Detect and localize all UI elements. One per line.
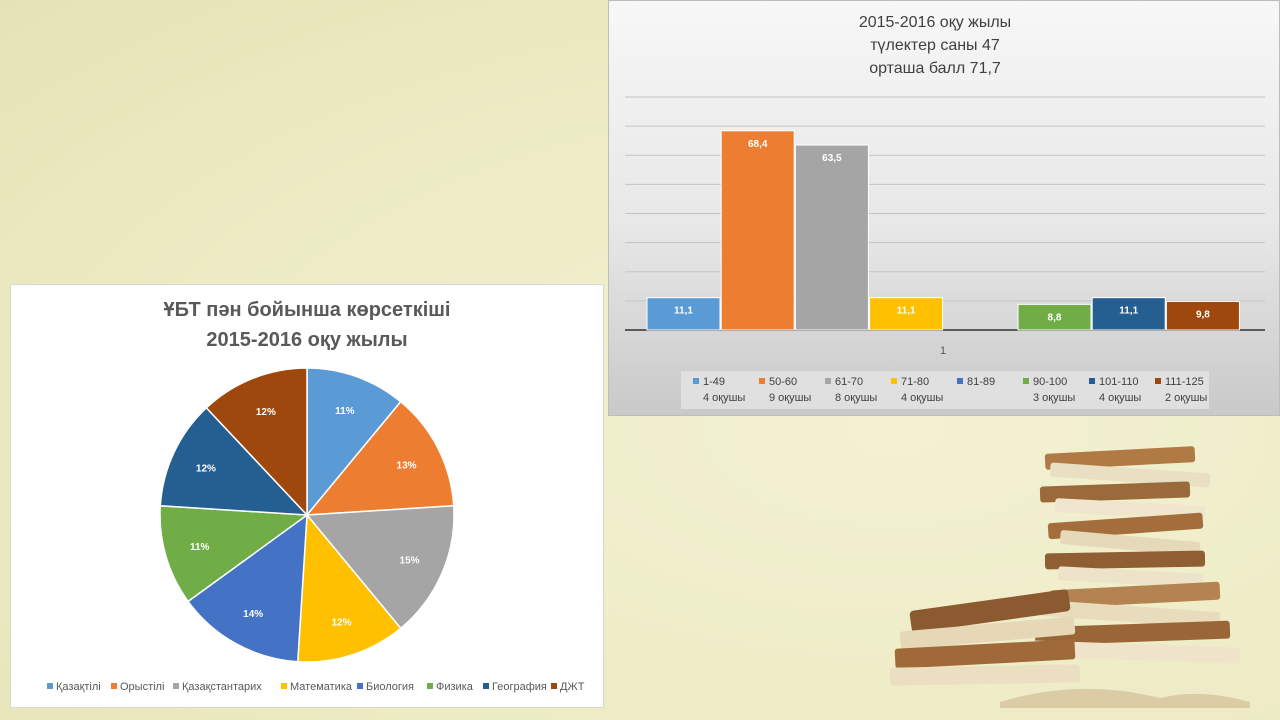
- legend-entry-count: 4 оқушы: [901, 392, 943, 404]
- pie-slice-Математика: [296, 513, 402, 663]
- legend-swatch: [825, 378, 831, 384]
- legend-swatch: [173, 683, 179, 689]
- pie-slice-Қазақтілі: [306, 367, 402, 518]
- bar-61-70: [794, 144, 869, 331]
- pie-slice-label: 12%: [332, 617, 352, 628]
- legend-swatch: [111, 683, 117, 689]
- bar-chart-legend-box: [681, 371, 1209, 409]
- legend-entry: Математика: [290, 681, 353, 693]
- bar-data-label: 11,1: [1119, 306, 1138, 317]
- legend-entry: 71-80: [901, 376, 929, 388]
- pie-slice-ДЖТ: [205, 367, 308, 517]
- pie-chart-legend: Қазақтілі Орыстілі Қазақстантарих Математик…: [47, 681, 585, 693]
- legend-swatch: [1155, 378, 1161, 384]
- legend-entry-count: 4 оқушы: [703, 392, 745, 404]
- bar-chart-panel: 2015-2016 оқу жылы түлектер саны 47 орта…: [608, 0, 1280, 416]
- books-illustration: [889, 446, 1250, 708]
- legend-swatch: [47, 683, 53, 689]
- legend-entry: Орыстілі: [120, 681, 164, 693]
- legend-entry-count: 9 оқушы: [769, 392, 811, 404]
- bar-71-80: [869, 297, 944, 331]
- legend-swatch: [427, 683, 433, 689]
- bar-chart-title-line-2: түлектер саны 47: [870, 37, 1000, 54]
- pie-slice-label: 15%: [400, 555, 420, 566]
- pie-slice-Орыстілі: [305, 400, 455, 516]
- legend-swatch: [281, 683, 287, 689]
- bar-data-label: 68,4: [748, 139, 768, 150]
- pie-slice-label: 11%: [190, 542, 210, 553]
- legend-entry: 81-89: [967, 376, 995, 388]
- legend-entry: Физика: [436, 681, 474, 693]
- legend-entry: 90-100: [1033, 376, 1067, 388]
- pie-slice-Биология: [187, 513, 308, 663]
- bar-data-label: 8,8: [1048, 312, 1062, 323]
- legend-entry: 50-60: [769, 376, 797, 388]
- pie-slice-label: 11%: [335, 406, 355, 417]
- bar-101-110: [1091, 297, 1166, 331]
- pie-slice-label: 12%: [196, 463, 216, 474]
- book-stack-icon: [889, 446, 1250, 708]
- bar-chart-legend: 1-49 4 оқушы 50-60 9 оқушы 61-70 8 оқушы 71-80…: [693, 376, 1207, 404]
- pie-slice-label: 13%: [397, 460, 417, 471]
- bar-chart-category-label: 1: [940, 345, 946, 357]
- legend-entry-count: 3 оқушы: [1033, 392, 1075, 404]
- bar-chart-bars: 11,1 68,4 63,5 11,1 8,8 11,1 9,8: [646, 130, 1240, 331]
- legend-entry: ДЖТ: [560, 681, 585, 693]
- pie-chart-title-line-2: 2015-2016 оқу жылы: [206, 329, 407, 351]
- legend-entry-count: 4 оқушы: [1099, 392, 1141, 404]
- legend-swatch: [957, 378, 963, 384]
- legend-swatch: [759, 378, 765, 384]
- legend-swatch: [483, 683, 489, 689]
- legend-swatch: [891, 378, 897, 384]
- bar-chart-title-line-3: орташа балл 71,7: [869, 60, 1001, 77]
- legend-entry-count: 2 оқушы: [1165, 392, 1207, 404]
- legend-entry: 101-110: [1099, 376, 1139, 388]
- legend-entry: Қазақтілі: [56, 681, 101, 693]
- legend-entry: Қазақстантарих: [182, 681, 262, 693]
- pie-slice-label: 12%: [256, 407, 276, 418]
- legend-swatch: [1089, 378, 1095, 384]
- legend-entry-count: 8 оқушы: [835, 392, 877, 404]
- bar-90-100: [1017, 303, 1092, 331]
- pie-slice-Физика: [159, 504, 310, 603]
- legend-swatch: [1023, 378, 1029, 384]
- legend-entry: География: [492, 681, 547, 693]
- pie-chart-title-line-1: ҰБТ пән бойынша көрсеткіші: [163, 299, 450, 321]
- legend-swatch: [693, 378, 699, 384]
- bar-chart: 2015-2016 оқу жылы түлектер саны 47 орта…: [625, 14, 1265, 409]
- bar-data-label: 11,1: [674, 306, 693, 317]
- pie-chart: ҰБТ пән бойынша көрсеткіші 2015-2016 оқу…: [47, 299, 585, 693]
- legend-entry: 1-49: [703, 376, 725, 388]
- pie-slice-label: 14%: [243, 609, 263, 620]
- bar-111-125: [1165, 300, 1240, 331]
- pie-chart-labels: 11% 13% 15% 12% 14% 11% 12% 12%: [190, 406, 420, 628]
- pie-slice-География: [159, 406, 309, 516]
- bar-1-49: [646, 297, 721, 331]
- pie-slice-Қазақстантарих: [305, 504, 455, 630]
- bar-50-60: [720, 130, 795, 331]
- legend-entry: 61-70: [835, 376, 863, 388]
- pie-chart-panel: ҰБТ пән бойынша көрсеткіші 2015-2016 оқу…: [10, 284, 604, 708]
- legend-swatch: [551, 683, 557, 689]
- legend-swatch: [357, 683, 363, 689]
- legend-entry: 111-125: [1165, 376, 1204, 388]
- bar-data-label: 63,5: [822, 153, 842, 164]
- legend-entry: Биология: [366, 681, 414, 693]
- pie-chart-slices: [159, 367, 455, 663]
- bar-chart-title-line-1: 2015-2016 оқу жылы: [859, 14, 1011, 31]
- bar-data-label: 9,8: [1196, 309, 1210, 320]
- bar-data-label: 11,1: [897, 306, 916, 317]
